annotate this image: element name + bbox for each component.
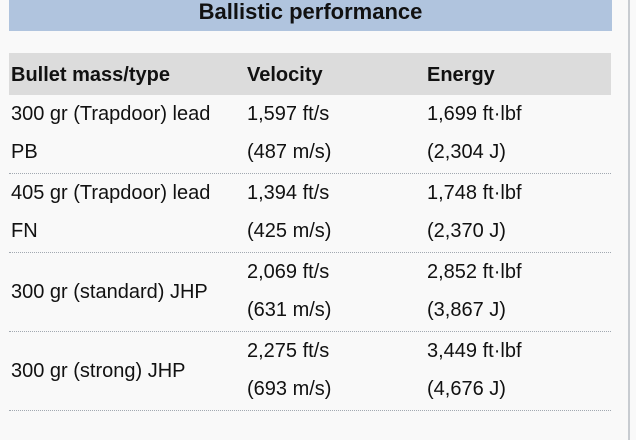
velocity-cell: 1,394 ft/s (425 m/s)	[247, 174, 331, 250]
bullet-type-text: 300 gr (Trapdoor) lead	[11, 103, 211, 125]
bullet-type-text: 300 gr (standard) JHP	[11, 281, 208, 303]
energy-metric: (4,676 J)	[427, 378, 506, 400]
ballistic-table: Bullet mass/type Velocity Energy 300 gr …	[9, 53, 611, 411]
bullet-type-text: 300 gr (strong) JHP	[11, 360, 186, 382]
velocity-metric: (425 m/s)	[247, 220, 332, 242]
bullet-type-cell: 300 gr (strong) JHP	[11, 352, 186, 390]
energy-imperial: 1,699 ft·lbf	[427, 103, 522, 125]
table-header-row: Bullet mass/type Velocity Energy	[9, 53, 611, 95]
infobox-right-border	[628, 0, 630, 440]
energy-imperial: 3,449 ft·lbf	[427, 340, 522, 362]
bullet-type-text: 405 gr (Trapdoor) lead	[11, 182, 211, 204]
velocity-imperial: 2,275 ft/s	[247, 340, 330, 362]
energy-metric: (2,370 J)	[427, 220, 506, 242]
table-row: 300 gr (Trapdoor) lead PB 1,597 ft/s (48…	[9, 95, 611, 174]
energy-cell: 1,748 ft·lbf (2,370 J)	[427, 174, 522, 250]
velocity-metric: (693 m/s)	[247, 378, 332, 400]
infobox-title: Ballistic performance	[9, 0, 612, 31]
velocity-cell: 2,069 ft/s (631 m/s)	[247, 253, 331, 329]
energy-cell: 3,449 ft·lbf (4,676 J)	[427, 332, 522, 408]
bullet-type-cell: 300 gr (standard) JHP	[11, 273, 208, 311]
bullet-type-text-cont: FN	[11, 220, 38, 242]
energy-cell: 1,699 ft·lbf (2,304 J)	[427, 95, 522, 171]
velocity-cell: 1,597 ft/s (487 m/s)	[247, 95, 331, 171]
velocity-imperial: 2,069 ft/s	[247, 261, 330, 283]
header-energy: Energy	[427, 64, 495, 86]
energy-cell: 2,852 ft·lbf (3,867 J)	[427, 253, 522, 329]
velocity-imperial: 1,597 ft/s	[247, 103, 330, 125]
bullet-type-cell: 405 gr (Trapdoor) lead FN	[11, 174, 210, 250]
bullet-type-text-cont: PB	[11, 141, 38, 163]
velocity-cell: 2,275 ft/s (693 m/s)	[247, 332, 331, 408]
bullet-type-cell: 300 gr (Trapdoor) lead PB	[11, 95, 210, 171]
energy-metric: (2,304 J)	[427, 141, 506, 163]
energy-metric: (3,867 J)	[427, 299, 506, 321]
energy-imperial: 2,852 ft·lbf	[427, 261, 522, 283]
velocity-metric: (487 m/s)	[247, 141, 332, 163]
velocity-imperial: 1,394 ft/s	[247, 182, 330, 204]
velocity-metric: (631 m/s)	[247, 299, 332, 321]
table-row: 300 gr (strong) JHP 2,275 ft/s (693 m/s)…	[9, 332, 611, 411]
header-velocity: Velocity	[247, 64, 323, 86]
header-bullet-mass-type: Bullet mass/type	[11, 64, 170, 86]
energy-imperial: 1,748 ft·lbf	[427, 182, 522, 204]
table-row: 405 gr (Trapdoor) lead FN 1,394 ft/s (42…	[9, 174, 611, 253]
table-row: 300 gr (standard) JHP 2,069 ft/s (631 m/…	[9, 253, 611, 332]
